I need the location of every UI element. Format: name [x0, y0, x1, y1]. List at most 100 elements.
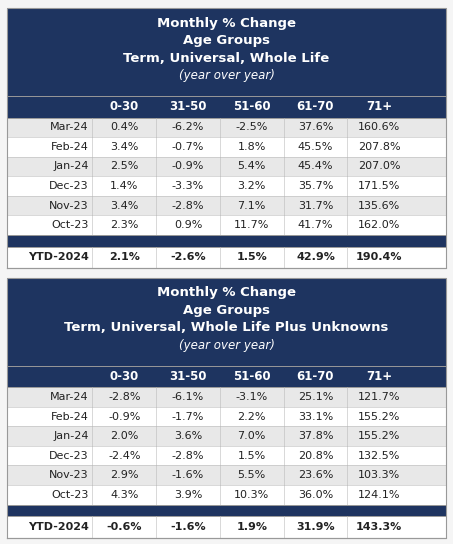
- Text: 51-60: 51-60: [233, 370, 270, 383]
- Bar: [7, 96, 446, 118]
- Text: 35.7%: 35.7%: [298, 181, 333, 191]
- Text: -2.8%: -2.8%: [108, 392, 140, 402]
- Text: -2.4%: -2.4%: [108, 450, 140, 461]
- Text: 3.4%: 3.4%: [110, 142, 139, 152]
- Text: 5.5%: 5.5%: [238, 470, 266, 480]
- Text: Mar-24: Mar-24: [50, 392, 89, 402]
- Bar: [7, 466, 446, 485]
- Text: 135.6%: 135.6%: [358, 201, 400, 211]
- Text: 37.8%: 37.8%: [298, 431, 333, 441]
- Text: 0.9%: 0.9%: [174, 220, 202, 230]
- Bar: [7, 446, 446, 466]
- Text: 25.1%: 25.1%: [298, 392, 333, 402]
- Text: 31-50: 31-50: [169, 101, 207, 113]
- Text: 124.1%: 124.1%: [358, 490, 400, 500]
- Text: -2.8%: -2.8%: [172, 450, 204, 461]
- Bar: [7, 505, 446, 516]
- Text: -1.7%: -1.7%: [172, 412, 204, 422]
- Bar: [7, 176, 446, 196]
- Text: Feb-24: Feb-24: [51, 142, 89, 152]
- Text: 10.3%: 10.3%: [234, 490, 270, 500]
- Bar: [7, 366, 446, 387]
- Text: 31.7%: 31.7%: [298, 201, 333, 211]
- Text: YTD-2024: YTD-2024: [28, 522, 89, 532]
- Text: 2.2%: 2.2%: [237, 412, 266, 422]
- Text: 37.6%: 37.6%: [298, 122, 333, 132]
- Bar: [7, 407, 446, 426]
- Text: (year over year): (year over year): [178, 339, 275, 352]
- Text: (year over year): (year over year): [178, 70, 275, 82]
- Text: 45.4%: 45.4%: [298, 162, 333, 171]
- Bar: [7, 215, 446, 235]
- Text: 2.1%: 2.1%: [109, 252, 140, 262]
- Text: 36.0%: 36.0%: [298, 490, 333, 500]
- Text: 45.5%: 45.5%: [298, 142, 333, 152]
- Text: 33.1%: 33.1%: [298, 412, 333, 422]
- Text: 3.4%: 3.4%: [110, 201, 139, 211]
- Text: 132.5%: 132.5%: [358, 450, 400, 461]
- Text: 1.8%: 1.8%: [237, 142, 266, 152]
- Text: 42.9%: 42.9%: [296, 252, 335, 262]
- Text: -0.6%: -0.6%: [106, 522, 142, 532]
- Text: Monthly % Change: Monthly % Change: [157, 17, 296, 29]
- Text: 171.5%: 171.5%: [358, 181, 400, 191]
- Text: -2.6%: -2.6%: [170, 252, 206, 262]
- Text: 2.3%: 2.3%: [110, 220, 139, 230]
- Text: Oct-23: Oct-23: [52, 220, 89, 230]
- Text: -1.6%: -1.6%: [170, 522, 206, 532]
- Bar: [7, 246, 446, 268]
- Text: 4.3%: 4.3%: [110, 490, 139, 500]
- Bar: [7, 516, 446, 538]
- Text: -3.1%: -3.1%: [236, 392, 268, 402]
- Text: 155.2%: 155.2%: [358, 431, 400, 441]
- Text: 5.4%: 5.4%: [237, 162, 266, 171]
- Text: Oct-23: Oct-23: [52, 490, 89, 500]
- Text: 51-60: 51-60: [233, 101, 270, 113]
- Text: Nov-23: Nov-23: [49, 201, 89, 211]
- Text: 0-30: 0-30: [110, 101, 139, 113]
- Bar: [7, 278, 446, 366]
- Text: 1.4%: 1.4%: [110, 181, 139, 191]
- Text: 23.6%: 23.6%: [298, 470, 333, 480]
- Text: 103.3%: 103.3%: [358, 470, 400, 480]
- Text: Age Groups: Age Groups: [183, 304, 270, 317]
- Text: 2.5%: 2.5%: [110, 162, 139, 171]
- Bar: [7, 137, 446, 157]
- Text: 0.4%: 0.4%: [110, 122, 139, 132]
- Text: 31.9%: 31.9%: [296, 522, 335, 532]
- Text: Term, Universal, Whole Life Plus Unknowns: Term, Universal, Whole Life Plus Unknown…: [64, 322, 389, 335]
- Text: YTD-2024: YTD-2024: [28, 252, 89, 262]
- Text: 2.0%: 2.0%: [110, 431, 139, 441]
- Text: Term, Universal, Whole Life: Term, Universal, Whole Life: [123, 52, 330, 65]
- Text: 61-70: 61-70: [297, 101, 334, 113]
- Text: -0.7%: -0.7%: [172, 142, 204, 152]
- Text: 3.9%: 3.9%: [174, 490, 202, 500]
- Text: Feb-24: Feb-24: [51, 412, 89, 422]
- Text: Nov-23: Nov-23: [49, 470, 89, 480]
- Text: 207.0%: 207.0%: [358, 162, 400, 171]
- Text: 1.9%: 1.9%: [236, 522, 267, 532]
- Text: Dec-23: Dec-23: [49, 450, 89, 461]
- Bar: [7, 387, 446, 407]
- Text: -3.3%: -3.3%: [172, 181, 204, 191]
- Text: 162.0%: 162.0%: [358, 220, 400, 230]
- Text: -0.9%: -0.9%: [172, 162, 204, 171]
- Text: 20.8%: 20.8%: [298, 450, 333, 461]
- Bar: [7, 196, 446, 215]
- Text: -6.1%: -6.1%: [172, 392, 204, 402]
- Text: -2.8%: -2.8%: [172, 201, 204, 211]
- Text: Monthly % Change: Monthly % Change: [157, 286, 296, 299]
- Text: 2.9%: 2.9%: [110, 470, 139, 480]
- Text: -0.9%: -0.9%: [108, 412, 140, 422]
- Text: 121.7%: 121.7%: [358, 392, 400, 402]
- Text: 143.3%: 143.3%: [356, 522, 402, 532]
- Text: Jan-24: Jan-24: [53, 162, 89, 171]
- Text: -1.6%: -1.6%: [172, 470, 204, 480]
- Text: 1.5%: 1.5%: [238, 450, 266, 461]
- Text: 71+: 71+: [366, 370, 392, 383]
- Text: 207.8%: 207.8%: [358, 142, 400, 152]
- Text: 160.6%: 160.6%: [358, 122, 400, 132]
- Text: 61-70: 61-70: [297, 370, 334, 383]
- Text: 155.2%: 155.2%: [358, 412, 400, 422]
- Text: Dec-23: Dec-23: [49, 181, 89, 191]
